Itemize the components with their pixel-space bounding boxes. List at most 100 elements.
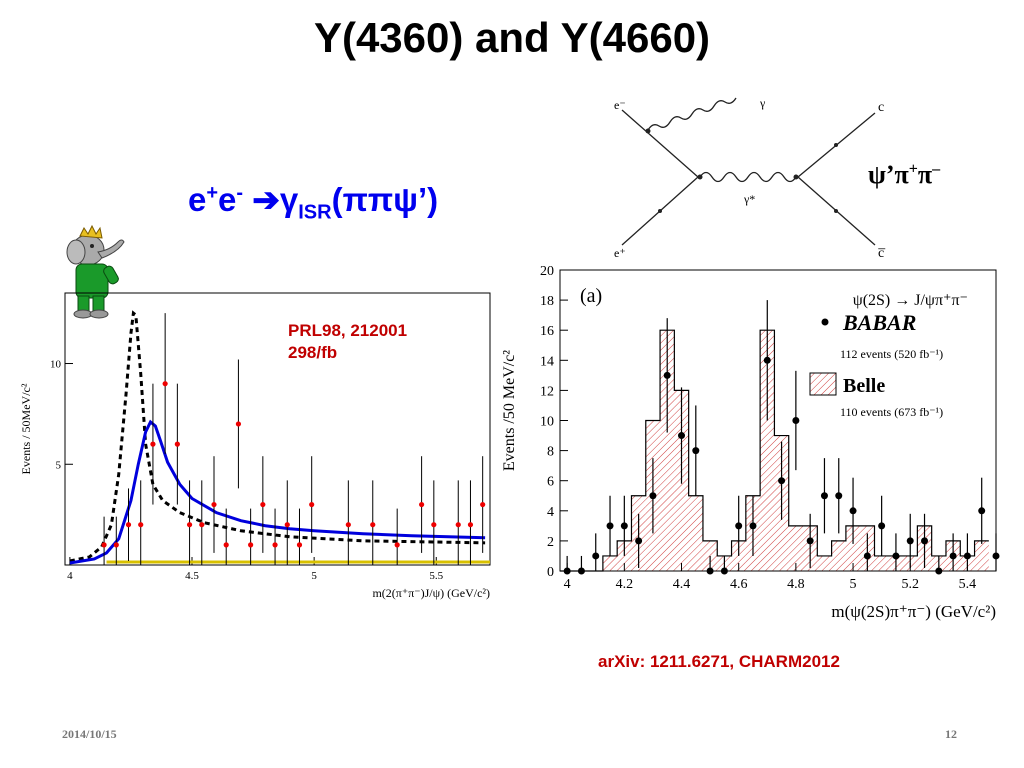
vertex-dot (793, 174, 799, 180)
y-tick-label: 10 (50, 359, 62, 371)
x-tick-label: 4 (564, 577, 571, 592)
data-point (863, 552, 871, 560)
fit-dashed-line (69, 310, 486, 563)
x-tick-label: 4.4 (673, 577, 691, 592)
histogram-bin (602, 555, 618, 571)
reaction-suffix: (ππψ’) (331, 181, 439, 218)
histogram-bin (760, 330, 775, 571)
legend-name-belle: Belle (843, 375, 885, 397)
data-point (649, 492, 657, 500)
data-point (101, 542, 107, 548)
data-point (248, 542, 254, 548)
data-point (963, 552, 971, 560)
y-tick-label: 16 (540, 324, 554, 339)
vertex-dot (658, 209, 662, 213)
y-tick-label: 6 (547, 475, 554, 490)
data-point (663, 371, 671, 379)
data-point (577, 567, 585, 575)
data-point (370, 522, 376, 528)
page-number: 12 (945, 727, 957, 741)
vertex-dot (697, 174, 703, 180)
data-point (678, 432, 686, 440)
data-point (978, 507, 986, 515)
x-tick-label: 4.8 (787, 577, 805, 592)
histogram-bin (660, 330, 675, 571)
label-c: c (878, 100, 884, 115)
data-point (199, 522, 205, 528)
left-chart: 4 4.5 5 5.5 5 10 m(2(π⁺π⁻)J/ψ) (GeV/c²) Events … (19, 292, 491, 600)
histogram-bin (817, 555, 832, 571)
reaction-sup1: + (206, 182, 219, 204)
data-point (272, 542, 278, 548)
final-state-label: ψ’π+π– (868, 160, 940, 190)
y-tick-label: 2 (547, 535, 554, 550)
legend-name-babar: BABAR (842, 310, 916, 335)
data-point (296, 542, 303, 548)
vertex-dot (645, 128, 651, 134)
data-point (935, 567, 943, 575)
histogram-bin (845, 525, 861, 571)
label-cbar: c̅ (878, 246, 886, 261)
reaction-prefix: e (188, 181, 207, 218)
legend-swatch-belle (809, 372, 837, 396)
x-tick-label: 5.4 (959, 577, 977, 592)
x-tick-label: 5 (850, 577, 857, 592)
histogram-bin (974, 540, 989, 571)
isr-photon-line (647, 97, 737, 131)
data-point (835, 492, 843, 500)
data-point (125, 522, 132, 528)
data-point (345, 522, 351, 528)
data-point (162, 381, 168, 387)
data-point (606, 522, 614, 530)
data-point (820, 492, 828, 500)
data-point (892, 552, 900, 560)
legend-detail-babar: 112 events (520 fb⁻¹) (840, 347, 943, 361)
process-label: ψ(2S) → J/ψπ⁺π⁻ (853, 292, 968, 309)
vertex-dot (834, 143, 838, 147)
left-reference: PRL98, 212001 298/fb (288, 320, 407, 364)
data-point (921, 537, 929, 545)
virtual-photon-line (699, 171, 797, 183)
final-state-sup1: + (908, 160, 918, 178)
fit-solid-line (69, 419, 486, 565)
right-chart: 4 4.2 4.4 4.6 4.8 5 5.2 5.4 0 2 4 6 8 10 12 14 16 18 20 m(ψ… (501, 264, 1000, 621)
data-point (849, 507, 857, 515)
data-point (150, 441, 156, 447)
panel-label: (a) (580, 285, 602, 307)
data-point (792, 417, 800, 424)
x-tick-label: 4.2 (616, 577, 634, 592)
histogram-bin (688, 495, 703, 571)
data-point (284, 522, 290, 528)
reference-line: PRL98, 212001 (288, 321, 408, 340)
y-axis-label: Events / 50MeV/c² (19, 383, 33, 474)
data-point (174, 441, 180, 447)
y-tick-label: 20 (540, 264, 554, 279)
x-axis-label: m(2(π⁺π⁻)J/ψ) (GeV/c²) (372, 586, 490, 600)
data-point (113, 542, 119, 548)
final-state-base: ψ’π (868, 160, 909, 189)
y-tick-label: 4 (547, 505, 554, 520)
y-tick-label: 5 (56, 459, 62, 471)
data-point (620, 522, 628, 530)
legend-marker-babar (821, 318, 829, 326)
x-tick-label: 5.2 (901, 577, 919, 592)
data-point (778, 477, 786, 485)
data-point (563, 567, 571, 575)
y-axis-label: Events /50 MeV/c² (501, 350, 518, 471)
data-point (706, 567, 714, 575)
data-point (592, 552, 600, 560)
data-point (692, 447, 700, 455)
data-point (186, 522, 193, 528)
data-point (235, 421, 242, 427)
data-point (138, 522, 144, 528)
data-point (735, 522, 743, 530)
x-tick-label: 5.5 (429, 570, 443, 582)
reaction-formula: e+e- ➔γISR(ππψ’) (188, 180, 438, 225)
data-point (763, 356, 771, 364)
histogram-bin (874, 555, 889, 571)
reaction-mid: e (218, 181, 237, 218)
plot-frame (64, 292, 491, 566)
x-tick-label: 4.5 (185, 570, 199, 582)
data-point (419, 501, 425, 508)
label-gamma: γ (759, 96, 766, 110)
